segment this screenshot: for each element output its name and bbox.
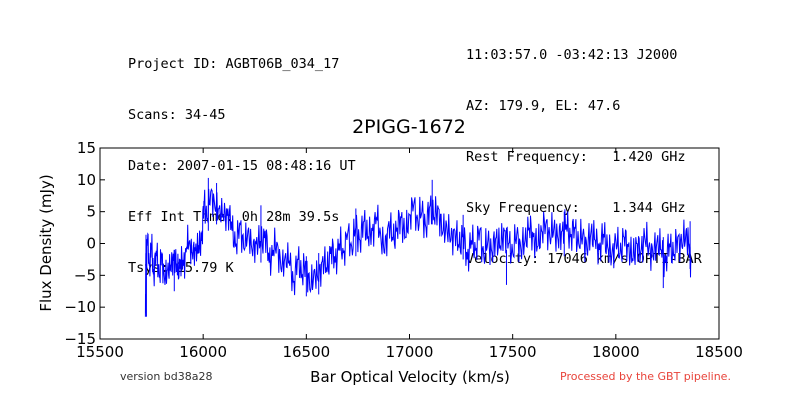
pipeline-text: Processed by the GBT pipeline. <box>560 370 731 383</box>
plot-area <box>144 177 692 317</box>
x-tick-label: 17500 <box>489 343 537 361</box>
x-tick-label: 16000 <box>179 343 227 361</box>
x-tick-label: 16500 <box>282 343 330 361</box>
header-left-block: Project ID: AGBT06B_034_17 Scans: 34-45 … <box>128 22 356 294</box>
y-axis-label: Flux Density (mJy) <box>37 174 55 311</box>
y-tick-label: 0 <box>86 235 96 253</box>
x-axis-label: Bar Optical Velocity (km/s) <box>310 368 510 386</box>
x-tick-label: 17000 <box>386 343 434 361</box>
sky-frequency-text: Sky Frequency: 1.344 GHz <box>466 200 686 216</box>
x-tick-label: 15500 <box>76 343 124 361</box>
header-right-block: 11:03:57.0 -03:42:13 J2000 AZ: 179.9, EL… <box>466 13 702 285</box>
project-id-text: Project ID: AGBT06B_034_17 <box>128 56 340 72</box>
y-tick-label: −10 <box>64 298 96 316</box>
date-text: Date: 2007-01-15 08:48:16 UT <box>128 158 356 174</box>
chart-title: 2PIGG-1672 <box>352 116 466 138</box>
y-tick-label: 5 <box>86 203 96 221</box>
y-tick-label: −15 <box>64 330 96 348</box>
scans-text: Scans: 34-45 <box>128 107 226 123</box>
axis-ticks: 15500 16000 16500 17000 17500 18000 18500 −15 −1… <box>64 139 743 361</box>
rest-frequency-text: Rest Frequency: 1.420 GHz <box>466 149 686 165</box>
y-tick-label: 15 <box>77 139 96 157</box>
y-tick-label: 10 <box>77 171 96 189</box>
x-tick-label: 18000 <box>592 343 640 361</box>
y-tick-label: −5 <box>74 266 96 284</box>
az-el-text: AZ: 179.9, EL: 47.6 <box>466 98 621 114</box>
series-line-0 <box>144 188 692 317</box>
coordinates-text: 11:03:57.0 -03:42:13 J2000 <box>466 47 678 63</box>
eff-int-time-text: Eff Int Time: 0h 28m 39.5s <box>128 209 340 225</box>
x-tick-label: 18500 <box>695 343 743 361</box>
version-text: version bd38a28 <box>120 370 213 383</box>
